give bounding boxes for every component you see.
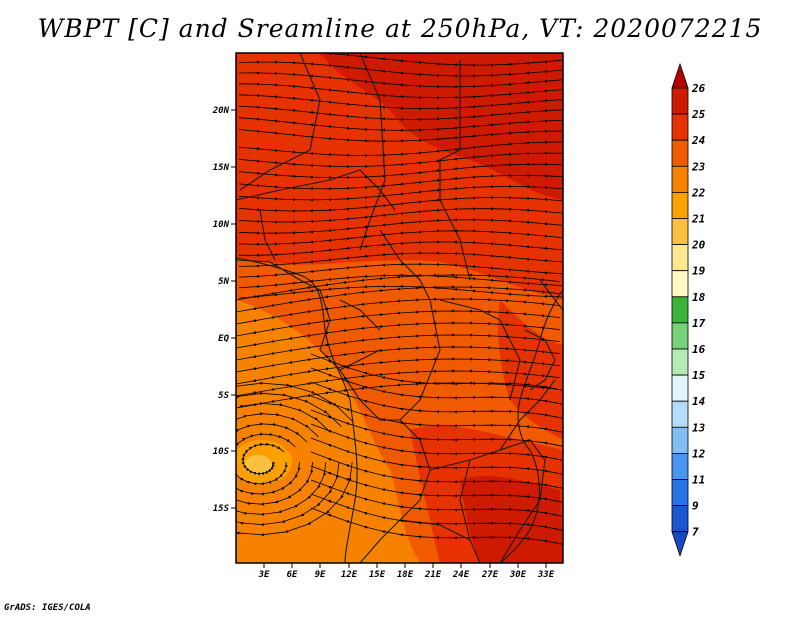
lat-label: 20N xyxy=(212,106,230,116)
colorbar-label: 21 xyxy=(691,213,705,226)
lon-label: 18E xyxy=(397,570,414,580)
colorbar-segment xyxy=(671,296,689,324)
colorbar-label: 11 xyxy=(692,474,705,487)
colorbar-label: 14 xyxy=(692,395,706,408)
colorbar-label: 12 xyxy=(692,447,706,460)
colorbar-segment xyxy=(671,113,689,141)
colorbar-segment xyxy=(671,244,689,272)
map-panel xyxy=(236,53,563,563)
colorbar-segment xyxy=(671,400,689,428)
lat-label: 10N xyxy=(213,220,230,230)
colorbar-label: 23 xyxy=(691,160,706,173)
colorbar: 26 25 24 23 22 21 20 19 18 17 16 15 14 13 12 11 9 7 xyxy=(671,62,706,557)
colorbar-segment xyxy=(671,218,689,246)
colorbar-label: 26 xyxy=(691,82,706,95)
wbpt-field-25-se xyxy=(460,475,563,563)
colorbar-label: 15 xyxy=(692,369,706,382)
colorbar-label: 17 xyxy=(692,317,706,330)
lat-label: 10S xyxy=(213,447,230,457)
colorbar-segment xyxy=(671,165,689,193)
lon-label: 33E xyxy=(537,570,555,580)
lon-label: 21E xyxy=(424,570,442,580)
colorbar-segment xyxy=(671,426,689,454)
streamline xyxy=(310,507,563,545)
colorbar-segment xyxy=(671,270,689,298)
lat-label: EQ xyxy=(218,334,229,344)
map-frame xyxy=(235,52,564,564)
colorbar-segment xyxy=(671,505,689,533)
colorbar-segment xyxy=(671,348,689,376)
lat-label: 5S xyxy=(218,391,229,401)
colorbar-segment xyxy=(671,479,689,507)
colorbar-label: 19 xyxy=(692,265,706,278)
colorbar-label: 16 xyxy=(692,343,706,356)
colorbar-segment xyxy=(671,139,689,167)
colorbar-label: 18 xyxy=(692,291,706,304)
colorbar-label: 20 xyxy=(691,239,706,252)
footer-credit: GrADS: IGES/COLA xyxy=(4,603,91,613)
lon-label: 30E xyxy=(509,570,527,580)
lon-label: 6E xyxy=(287,570,298,580)
lon-label: 3E xyxy=(258,570,270,580)
lon-label: 9E xyxy=(315,570,326,580)
lon-label: 24E xyxy=(452,570,470,580)
colorbar-segment xyxy=(671,191,689,219)
colorbar-segment xyxy=(671,322,689,350)
lon-label: 27E xyxy=(481,570,499,580)
chart-title: WBPT [C] and Sreamline at 250hPa, VT: 20… xyxy=(37,14,763,43)
lon-label: 15E xyxy=(369,570,386,580)
latitude-axis: 20N 15N 10N 5N EQ 5S 10S 15S xyxy=(212,106,236,514)
colorbar-label: 24 xyxy=(691,134,706,147)
colorbar-segment xyxy=(671,87,689,115)
colorbar-label: 22 xyxy=(691,186,706,199)
streamlines xyxy=(236,53,563,545)
streamline xyxy=(236,381,353,537)
colorbar-max-arrow xyxy=(671,62,689,89)
colorbar-label: 25 xyxy=(691,108,706,121)
colorbar-min-arrow xyxy=(671,531,689,557)
colorbar-label: 9 xyxy=(692,500,699,513)
colorbar-label: 13 xyxy=(692,421,706,434)
lon-label: 12E xyxy=(341,570,358,580)
lat-label: 15S xyxy=(213,504,230,514)
colorbar-segment xyxy=(671,452,689,480)
colorbar-segment xyxy=(671,374,689,402)
lat-label: 15N xyxy=(213,163,230,173)
longitude-axis: 3E 6E 9E 12E 15E 18E 21E 24E 27E 30E 33E xyxy=(258,563,555,580)
colorbar-label: 7 xyxy=(692,526,699,539)
lat-label: 5N xyxy=(218,277,229,287)
